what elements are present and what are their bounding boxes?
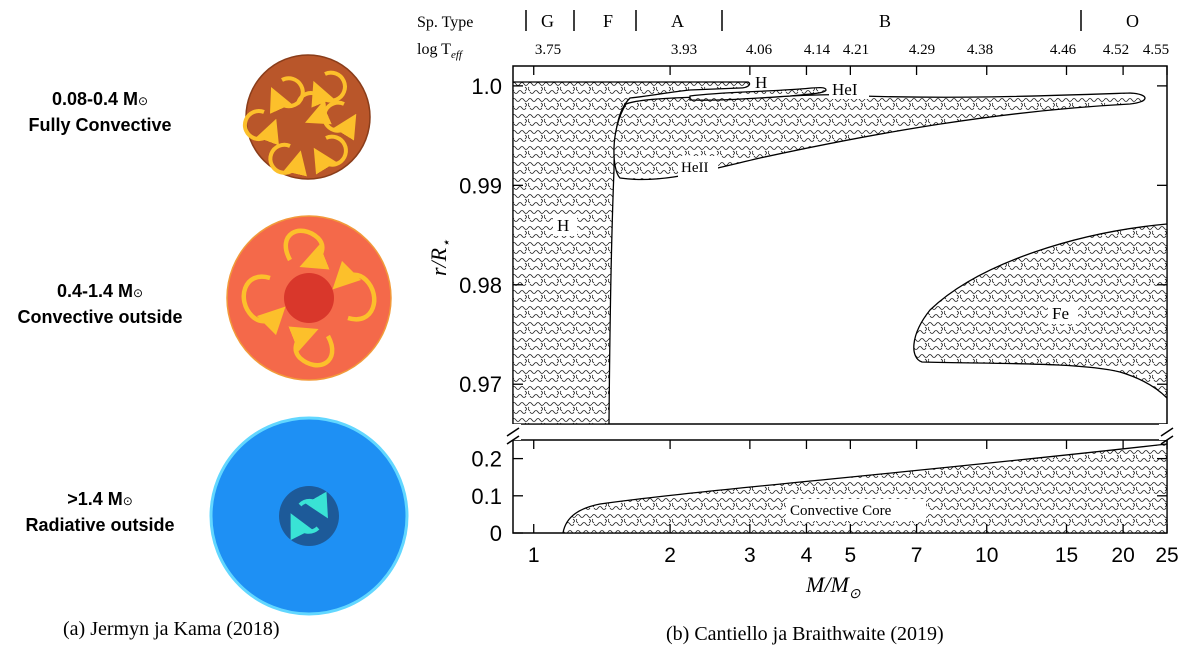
x-tick-label: 15: [1055, 544, 1078, 567]
x-ticks: 1 2 3 4 5 7 10 15 20 25: [528, 66, 1179, 567]
x-tick-label: 4: [801, 544, 813, 567]
y-ticks: 1.0 0.99 0.98 0.97 0.2 0.1 0: [459, 74, 1167, 546]
star-label-fully-convective: 0.08-0.4 M⊙ Fully Convective: [0, 87, 200, 137]
star-label-radiative-outside: >1.4 M⊙ Radiative outside: [0, 487, 200, 537]
sp-type-f: F: [603, 11, 613, 31]
logt-tick-label: 4.46: [1050, 42, 1077, 58]
logt-tick-label: 4.55: [1143, 42, 1169, 58]
caption-a: (a) Jermyn ja Kama (2018): [63, 618, 280, 640]
logt-tick-label: 4.38: [967, 42, 993, 58]
region-labels: H HeI HeII H Fe Convective Core: [553, 73, 1078, 521]
region-label-fe: Fe: [1052, 304, 1069, 323]
y-axis-title: r/R⋆: [426, 239, 455, 276]
caption-b: (b) Cantiello ja Braithwaite (2019): [666, 623, 944, 645]
x-tick-label: 5: [845, 544, 857, 567]
y-tick-label: 0.2: [471, 447, 502, 472]
star-kind: Fully Convective: [28, 115, 172, 135]
sun-symbol: ⊙: [132, 286, 144, 300]
region-label-h-envelope: H: [557, 216, 569, 235]
region-fe: [913, 223, 1167, 399]
y-tick-label: 0.99: [459, 173, 502, 198]
region-label-convective-core: Convective Core: [790, 503, 892, 519]
region-convective-core: [562, 443, 1167, 533]
convective-regions-upper: [513, 81, 1167, 424]
convective-outside-star: [226, 215, 392, 381]
mass-range: 0.08-0.4 M: [51, 89, 138, 109]
logt-ticks: 3.75 3.93 4.06 4.14 4.21 4.29 4.38 4.46 4.52 4.55: [535, 42, 1169, 58]
x-axis-title: M/M⊙: [805, 572, 861, 602]
logt-tick-label: 4.06: [746, 42, 773, 58]
logt-tick-label: 4.14: [804, 42, 831, 58]
logt-tick-label: 4.52: [1103, 42, 1129, 58]
radiative-outside-star: [209, 416, 409, 616]
logt-tick-label: 4.21: [843, 42, 869, 58]
x-tick-label: 7: [911, 544, 923, 567]
x-tick-label: 10: [975, 544, 998, 567]
x-tick-label: 20: [1111, 544, 1134, 567]
logt-tick-label: 4.29: [909, 42, 935, 58]
region-label-h-thin: H: [755, 73, 767, 92]
region-hei: [689, 86, 827, 101]
star-kind: Convective outside: [17, 307, 183, 327]
region-label-heii: HeII: [681, 160, 708, 176]
logt-tick-label: 3.75: [535, 42, 561, 58]
sp-type-a: A: [671, 11, 684, 31]
y-tick-label: 0.98: [459, 273, 502, 298]
sp-type-label: Sp. Type: [417, 14, 473, 31]
y-tick-label: 1.0: [471, 74, 502, 99]
y-tick-label: 0.97: [459, 372, 502, 397]
mass-range: >1.4 M: [67, 489, 123, 509]
x-tick-label: 1: [528, 544, 540, 567]
sun-symbol: ⊙: [122, 494, 133, 508]
sp-type-b: B: [879, 11, 891, 31]
x-tick-label: 25: [1155, 544, 1178, 567]
y-tick-label: 0: [490, 521, 502, 546]
logt-label: log Teff: [417, 41, 464, 61]
sp-type-dividers: [525, 10, 1082, 31]
x-tick-label: 2: [664, 544, 676, 567]
x-tick-label: 3: [744, 544, 756, 567]
sp-type-o: O: [1126, 11, 1139, 31]
region-label-hei: HeI: [832, 80, 858, 99]
sp-type-g: G: [541, 11, 554, 31]
fully-convective-star: [242, 54, 371, 180]
logt-tick-label: 3.93: [671, 42, 697, 58]
axis-break: [505, 424, 1175, 445]
convective-regions-lower: [562, 443, 1167, 533]
star-kind: Radiative outside: [25, 515, 175, 535]
sun-symbol: ⊙: [137, 94, 149, 108]
star-label-convective-outside: 0.4-1.4 M⊙ Convective outside: [0, 279, 200, 329]
y-tick-label: 0.1: [471, 484, 502, 509]
mass-range: 0.4-1.4 M: [56, 281, 133, 301]
star-sketches: [209, 54, 409, 616]
